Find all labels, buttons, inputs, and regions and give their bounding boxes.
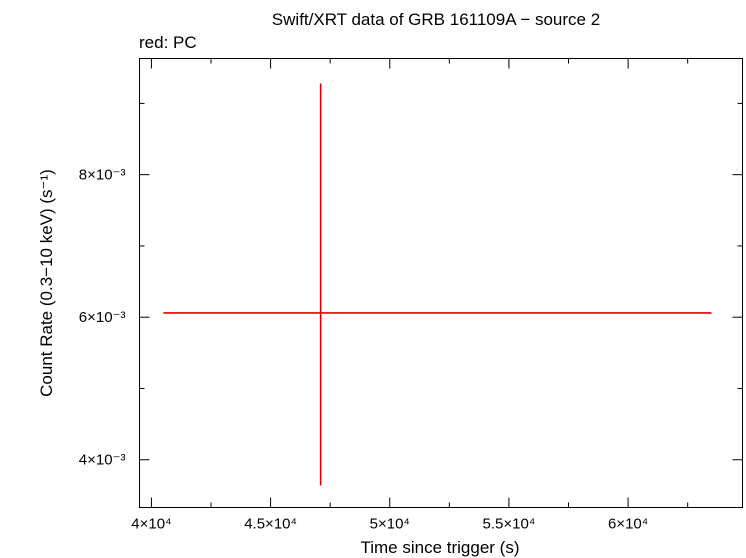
x-tick-label: 6×10⁴ [608, 516, 648, 533]
chart-title: Swift/XRT data of GRB 161109A − source 2 [272, 10, 600, 29]
data-points [163, 83, 712, 486]
y-tick-label: 8×10⁻³ [79, 167, 126, 184]
x-tick-label: 4.5×10⁴ [244, 516, 297, 533]
y-tick-label: 4×10⁻³ [79, 452, 126, 469]
y-tick-label: 6×10⁻³ [79, 309, 126, 326]
y-axis-label: Count Rate (0.3−10 keV) (s⁻¹) [37, 169, 56, 397]
y-axis: 4×10⁻³ 6×10⁻³ 8×10⁻³ [79, 102, 743, 469]
x-tick-label: 5.5×10⁴ [483, 516, 536, 533]
plot-frame [139, 58, 743, 508]
x-axis-label: Time since trigger (s) [360, 538, 519, 557]
x-axis: 4×10⁴ 4.5×10⁴ 5×10⁴ 5.5×10⁴ 6×10⁴ [131, 58, 689, 533]
x-tick-label: 5×10⁴ [370, 516, 410, 533]
chart-subtitle: red: PC [139, 33, 197, 52]
x-tick-label: 4×10⁴ [131, 516, 171, 533]
